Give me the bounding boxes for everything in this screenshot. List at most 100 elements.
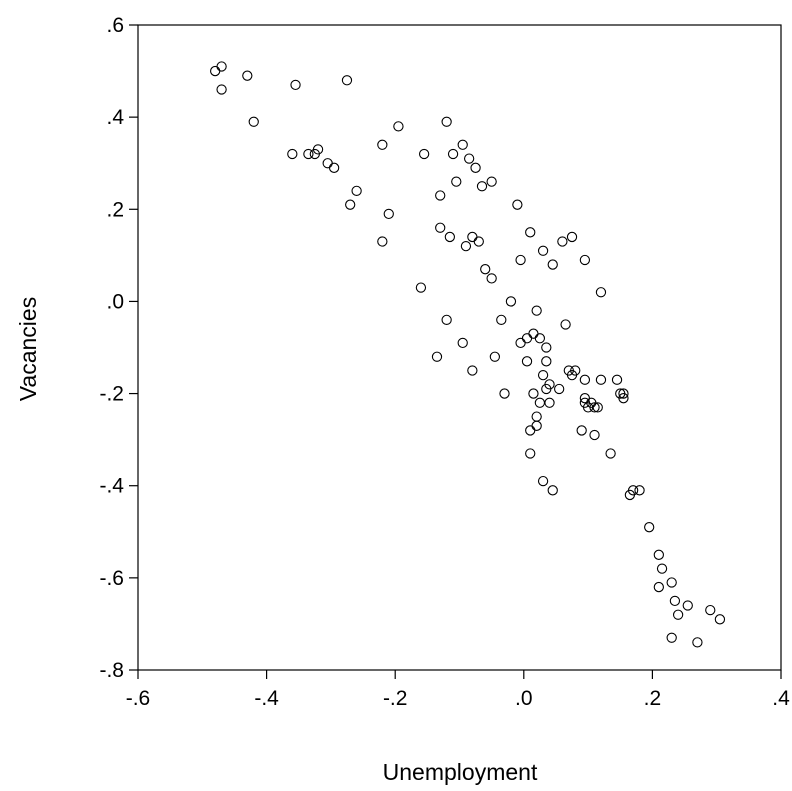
scatter-point xyxy=(512,199,523,210)
y-tick-label: -.4 xyxy=(99,475,124,498)
scatter-point xyxy=(644,522,655,533)
scatter-point xyxy=(393,121,404,132)
scatter-point xyxy=(290,79,301,91)
scatter-point xyxy=(515,254,526,266)
scatter-point xyxy=(480,264,491,275)
scatter-point xyxy=(303,148,314,160)
scatter-point xyxy=(322,158,333,169)
scatter-point xyxy=(554,383,565,395)
scatter-point xyxy=(653,581,664,593)
scatter-point xyxy=(415,282,427,293)
scatter-point xyxy=(579,374,591,385)
scatter-point xyxy=(451,176,462,187)
scatter-point xyxy=(441,314,452,326)
scatter-point xyxy=(496,314,507,326)
scatter-point xyxy=(351,185,362,197)
scatter-point xyxy=(592,402,603,413)
scatter-point xyxy=(525,227,536,238)
scatter-point xyxy=(505,296,517,307)
scatter-point xyxy=(528,328,539,339)
scatter-point xyxy=(377,139,388,150)
scatter-point xyxy=(521,333,533,344)
scatter-point xyxy=(589,429,600,441)
y-axis-title: Vacancies xyxy=(15,297,41,401)
scatter-point xyxy=(216,84,227,95)
scatter-point xyxy=(579,254,591,266)
scatter-point xyxy=(595,287,607,298)
scatter-point xyxy=(444,231,456,243)
scatter-point xyxy=(525,425,536,436)
scatter-point xyxy=(525,448,536,459)
scatter-point xyxy=(541,342,552,353)
scatter-point xyxy=(460,240,472,252)
scatter-point xyxy=(547,485,558,496)
scatter-point xyxy=(618,388,629,399)
scatter-point xyxy=(457,337,468,349)
scatter-point xyxy=(476,181,488,192)
scatter-point xyxy=(544,397,555,408)
scatter-point xyxy=(557,236,568,247)
y-tick-label: .0 xyxy=(106,290,124,313)
data-points xyxy=(210,61,726,648)
scatter-point xyxy=(470,162,481,173)
scatter-point xyxy=(656,563,668,574)
scatter-point xyxy=(473,236,484,247)
scatter-point xyxy=(521,356,533,367)
x-tick-label: .4 xyxy=(772,687,790,710)
x-tick-label: .2 xyxy=(644,687,662,710)
scatter-point xyxy=(714,614,726,625)
y-axis: .6 .4 .2 .0 -.2 -.4 -.6 -.8 xyxy=(99,14,138,682)
scatter-point xyxy=(537,245,549,256)
scatter-point xyxy=(705,604,716,616)
scatter-point xyxy=(418,148,430,160)
scatter-point xyxy=(328,162,340,173)
scatter-point xyxy=(576,425,587,436)
scatter-point xyxy=(537,369,549,381)
scatter-point xyxy=(544,379,555,390)
scatter-point xyxy=(377,236,388,247)
scatter-point xyxy=(566,231,578,243)
scatter-point xyxy=(431,351,443,362)
scatter-point xyxy=(669,595,681,607)
scatter-point xyxy=(672,609,684,620)
x-tick-label: -.2 xyxy=(383,687,408,710)
scatter-point xyxy=(534,397,546,408)
scatter-point xyxy=(528,388,539,399)
y-tick-label: -.2 xyxy=(99,383,124,406)
x-axis-title: Unemployment xyxy=(383,759,538,785)
scatter-point xyxy=(666,632,677,643)
y-tick-label: -.6 xyxy=(99,567,124,590)
scatter-point xyxy=(547,259,558,270)
plot-frame xyxy=(137,24,782,671)
scatter-point xyxy=(634,485,645,496)
scatter-point xyxy=(531,420,542,431)
scatter-point xyxy=(441,116,452,127)
y-tick-label: .6 xyxy=(106,14,124,37)
scatter-point xyxy=(595,374,607,385)
scatter-point xyxy=(248,116,259,127)
scatter-point xyxy=(447,148,459,160)
scatter-point xyxy=(515,337,526,349)
scatter-point xyxy=(435,190,446,201)
scatter-point xyxy=(531,305,542,316)
scatter-point xyxy=(341,75,353,86)
scatter-point xyxy=(312,144,324,155)
x-tick-label: -.6 xyxy=(126,687,151,710)
scatter-point xyxy=(489,351,501,362)
scatter-point xyxy=(605,448,616,459)
y-tick-label: .4 xyxy=(106,106,124,129)
scatter-point xyxy=(467,231,478,243)
scatter-point xyxy=(692,637,703,648)
scatter-point xyxy=(534,333,546,344)
scatter-point xyxy=(435,222,446,233)
scatter-point xyxy=(666,577,677,588)
scatter-point xyxy=(499,388,510,399)
scatter-point xyxy=(242,70,253,81)
scatter-point xyxy=(345,199,356,210)
y-tick-label: -.8 xyxy=(99,659,124,682)
scatter-point xyxy=(287,148,298,160)
scatter-point xyxy=(216,61,227,72)
scatter-point xyxy=(486,273,497,284)
scatter-point xyxy=(531,411,542,422)
